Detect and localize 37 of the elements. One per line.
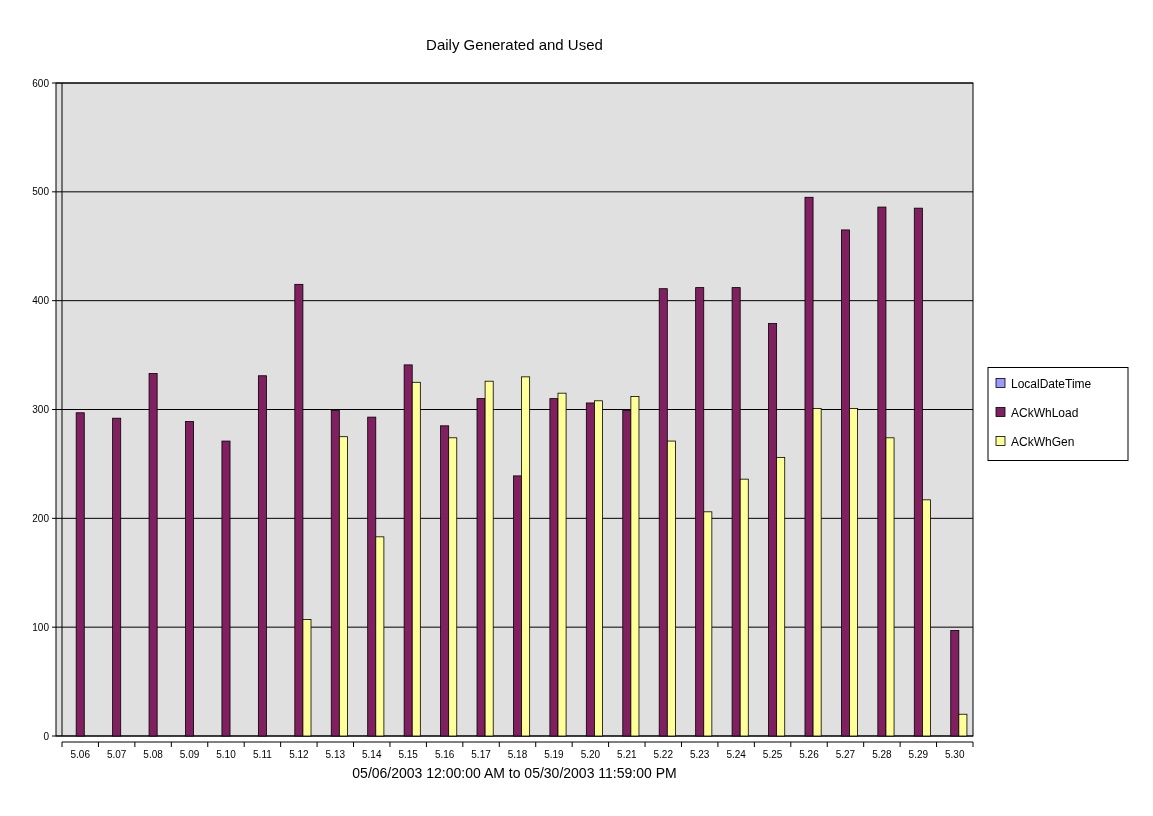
- x-tick-label: 5.18: [507, 749, 528, 760]
- x-tick-label: 5.07: [106, 749, 127, 760]
- x-tick-label: 5.27: [835, 749, 856, 760]
- y-tick-label: 300: [32, 404, 50, 415]
- legend-label: LocalDateTime: [1011, 376, 1092, 391]
- x-tick-label: 5.22: [653, 749, 674, 760]
- x-tick-label: 5.20: [580, 749, 601, 760]
- y-tick-label: 400: [32, 295, 50, 307]
- x-tick-label: 5.13: [325, 749, 346, 760]
- y-tick-label: 100: [32, 621, 50, 633]
- legend-label: ACkWhGen: [1011, 434, 1075, 449]
- y-tick-label: 0: [43, 730, 50, 742]
- y-tick-label: 600: [32, 77, 50, 89]
- x-tick-label: 5.30: [945, 749, 965, 760]
- x-tick-label: 5.26: [799, 749, 820, 760]
- y-tick-label: 200: [32, 512, 50, 524]
- x-axis-title: 05/06/2003 12:00:00 AM to 05/30/2003 11:59:00 PM: [352, 765, 677, 781]
- x-tick-label: 5.28: [872, 749, 893, 760]
- legend-label: ACkWhLoad: [1011, 405, 1079, 420]
- x-tick-label: 5.19: [544, 749, 565, 760]
- x-tick-label: 5.23: [689, 749, 710, 760]
- x-tick-label: 5.09: [179, 749, 200, 760]
- x-tick-label: 5.21: [617, 749, 637, 760]
- x-tick-label: 5.17: [471, 749, 492, 760]
- x-tick-label: 5.08: [143, 749, 164, 760]
- x-tick-label: 5.24: [726, 749, 747, 760]
- x-tick-label: 5.14: [362, 749, 382, 760]
- chart-title: Daily Generated and Used: [426, 36, 603, 53]
- x-tick-label: 5.25: [762, 749, 783, 760]
- y-tick-label: 500: [32, 186, 50, 198]
- x-tick-label: 5.12: [289, 749, 310, 760]
- x-tick-label: 5.06: [70, 749, 91, 760]
- x-tick-label: 5.29: [908, 749, 929, 760]
- x-tick-label: 5.11: [253, 749, 273, 760]
- x-tick-label: 5.15: [398, 749, 419, 760]
- x-tick-label: 5.10: [216, 749, 237, 760]
- x-tick-label: 5.16: [434, 749, 455, 760]
